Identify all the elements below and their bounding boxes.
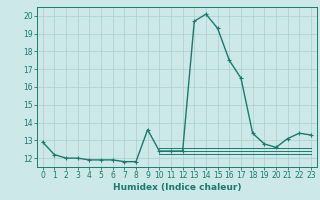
X-axis label: Humidex (Indice chaleur): Humidex (Indice chaleur): [113, 183, 241, 192]
